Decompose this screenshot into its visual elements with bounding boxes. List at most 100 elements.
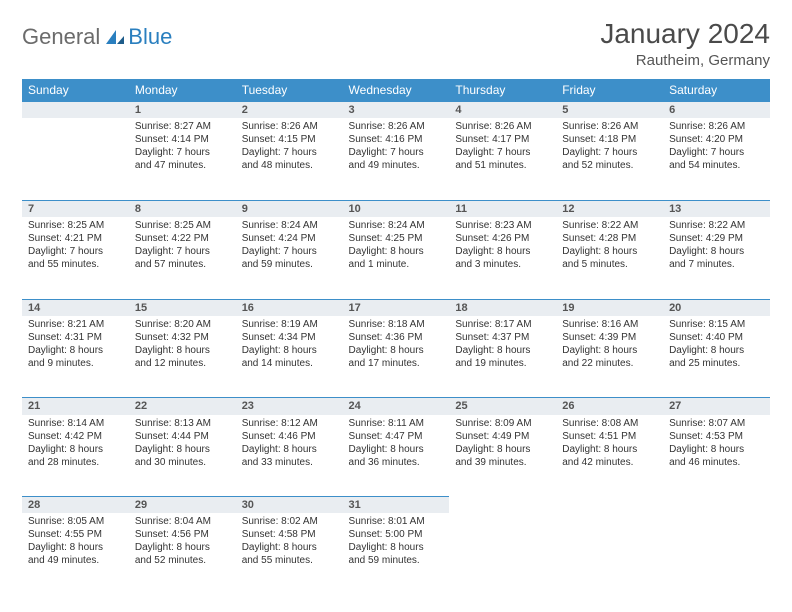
day-d2: and 49 minutes. xyxy=(349,159,444,172)
day-number-cell: 31 xyxy=(343,497,450,514)
day-number-cell xyxy=(449,497,556,514)
day-sr: Sunrise: 8:23 AM xyxy=(455,219,550,232)
day-number-cell: 30 xyxy=(236,497,343,514)
day-ss: Sunset: 4:22 PM xyxy=(135,232,230,245)
day-d2: and 59 minutes. xyxy=(349,554,444,567)
day-content-cell: Sunrise: 8:26 AMSunset: 4:18 PMDaylight:… xyxy=(556,118,663,200)
day-ss: Sunset: 4:25 PM xyxy=(349,232,444,245)
daynum-row: 14151617181920 xyxy=(22,299,770,316)
day-content-cell: Sunrise: 8:14 AMSunset: 4:42 PMDaylight:… xyxy=(22,415,129,497)
day-d1: Daylight: 8 hours xyxy=(669,344,764,357)
day-ss: Sunset: 4:15 PM xyxy=(242,133,337,146)
day-ss: Sunset: 4:26 PM xyxy=(455,232,550,245)
title-block: January 2024 Rautheim, Germany xyxy=(600,18,770,69)
day-content-cell: Sunrise: 8:25 AMSunset: 4:21 PMDaylight:… xyxy=(22,217,129,299)
day-number-cell: 7 xyxy=(22,200,129,217)
day-ss: Sunset: 4:47 PM xyxy=(349,430,444,443)
day-d1: Daylight: 7 hours xyxy=(242,146,337,159)
logo-sail-icon xyxy=(104,28,126,46)
daynum-row: 78910111213 xyxy=(22,200,770,217)
day-d2: and 3 minutes. xyxy=(455,258,550,271)
day-d2: and 46 minutes. xyxy=(669,456,764,469)
logo: General Blue xyxy=(22,24,172,50)
day-d2: and 9 minutes. xyxy=(28,357,123,370)
day-number-cell: 18 xyxy=(449,299,556,316)
day-number-cell: 28 xyxy=(22,497,129,514)
day-sr: Sunrise: 8:14 AM xyxy=(28,417,123,430)
day-sr: Sunrise: 8:02 AM xyxy=(242,515,337,528)
day-number-cell: 9 xyxy=(236,200,343,217)
weekday-header: Tuesday xyxy=(236,79,343,102)
day-d2: and 1 minute. xyxy=(349,258,444,271)
day-content-cell: Sunrise: 8:22 AMSunset: 4:29 PMDaylight:… xyxy=(663,217,770,299)
day-number-cell: 23 xyxy=(236,398,343,415)
day-content-cell: Sunrise: 8:05 AMSunset: 4:55 PMDaylight:… xyxy=(22,513,129,595)
day-number-cell: 14 xyxy=(22,299,129,316)
day-d1: Daylight: 8 hours xyxy=(135,541,230,554)
header: General Blue January 2024 Rautheim, Germ… xyxy=(22,18,770,69)
calendar-table: Sunday Monday Tuesday Wednesday Thursday… xyxy=(22,79,770,595)
day-d2: and 17 minutes. xyxy=(349,357,444,370)
day-d2: and 54 minutes. xyxy=(669,159,764,172)
day-number-cell xyxy=(663,497,770,514)
day-d2: and 33 minutes. xyxy=(242,456,337,469)
day-number-cell: 20 xyxy=(663,299,770,316)
location: Rautheim, Germany xyxy=(600,52,770,69)
day-number-cell: 24 xyxy=(343,398,450,415)
day-content-cell xyxy=(22,118,129,200)
day-ss: Sunset: 4:17 PM xyxy=(455,133,550,146)
daynum-row: 28293031 xyxy=(22,497,770,514)
day-number-cell: 1 xyxy=(129,102,236,119)
day-ss: Sunset: 4:40 PM xyxy=(669,331,764,344)
day-d1: Daylight: 8 hours xyxy=(242,344,337,357)
day-number-cell xyxy=(22,102,129,119)
day-content-cell: Sunrise: 8:26 AMSunset: 4:16 PMDaylight:… xyxy=(343,118,450,200)
day-content-cell xyxy=(449,513,556,595)
day-content-cell: Sunrise: 8:12 AMSunset: 4:46 PMDaylight:… xyxy=(236,415,343,497)
day-ss: Sunset: 4:58 PM xyxy=(242,528,337,541)
day-d1: Daylight: 8 hours xyxy=(455,443,550,456)
day-d2: and 55 minutes. xyxy=(242,554,337,567)
day-d1: Daylight: 7 hours xyxy=(135,245,230,258)
day-d1: Daylight: 8 hours xyxy=(455,344,550,357)
day-d1: Daylight: 8 hours xyxy=(455,245,550,258)
day-d2: and 52 minutes. xyxy=(562,159,657,172)
day-number-cell: 19 xyxy=(556,299,663,316)
day-d1: Daylight: 7 hours xyxy=(242,245,337,258)
day-ss: Sunset: 4:36 PM xyxy=(349,331,444,344)
day-sr: Sunrise: 8:26 AM xyxy=(349,120,444,133)
weekday-header: Sunday xyxy=(22,79,129,102)
day-content-cell: Sunrise: 8:26 AMSunset: 4:20 PMDaylight:… xyxy=(663,118,770,200)
day-sr: Sunrise: 8:24 AM xyxy=(242,219,337,232)
day-d2: and 47 minutes. xyxy=(135,159,230,172)
day-sr: Sunrise: 8:15 AM xyxy=(669,318,764,331)
day-ss: Sunset: 4:21 PM xyxy=(28,232,123,245)
day-number-cell: 12 xyxy=(556,200,663,217)
day-content-cell: Sunrise: 8:17 AMSunset: 4:37 PMDaylight:… xyxy=(449,316,556,398)
day-number-cell: 16 xyxy=(236,299,343,316)
weekday-header: Wednesday xyxy=(343,79,450,102)
day-number-cell: 4 xyxy=(449,102,556,119)
day-content-cell xyxy=(556,513,663,595)
day-sr: Sunrise: 8:25 AM xyxy=(135,219,230,232)
day-sr: Sunrise: 8:13 AM xyxy=(135,417,230,430)
day-number-cell: 27 xyxy=(663,398,770,415)
day-d1: Daylight: 8 hours xyxy=(562,245,657,258)
day-sr: Sunrise: 8:07 AM xyxy=(669,417,764,430)
content-row: Sunrise: 8:21 AMSunset: 4:31 PMDaylight:… xyxy=(22,316,770,398)
day-ss: Sunset: 4:18 PM xyxy=(562,133,657,146)
day-number-cell: 17 xyxy=(343,299,450,316)
day-sr: Sunrise: 8:04 AM xyxy=(135,515,230,528)
day-d2: and 39 minutes. xyxy=(455,456,550,469)
day-content-cell: Sunrise: 8:07 AMSunset: 4:53 PMDaylight:… xyxy=(663,415,770,497)
day-sr: Sunrise: 8:01 AM xyxy=(349,515,444,528)
day-d2: and 12 minutes. xyxy=(135,357,230,370)
day-number-cell: 10 xyxy=(343,200,450,217)
day-number-cell xyxy=(556,497,663,514)
day-sr: Sunrise: 8:16 AM xyxy=(562,318,657,331)
day-ss: Sunset: 4:32 PM xyxy=(135,331,230,344)
day-number-cell: 8 xyxy=(129,200,236,217)
day-d1: Daylight: 8 hours xyxy=(562,443,657,456)
day-d2: and 36 minutes. xyxy=(349,456,444,469)
day-ss: Sunset: 4:56 PM xyxy=(135,528,230,541)
